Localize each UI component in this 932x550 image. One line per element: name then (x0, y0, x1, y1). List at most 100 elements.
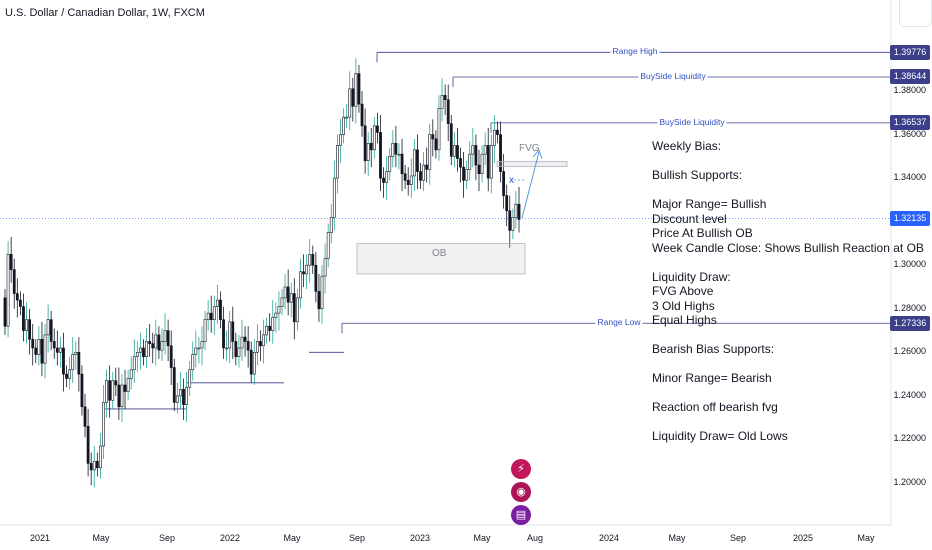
candle-body (391, 142, 395, 157)
candle-body (126, 378, 130, 392)
candle-body (336, 145, 339, 179)
candle-body (394, 142, 398, 155)
candle-body (9, 254, 13, 270)
y-tick-label: 1.24000 (893, 389, 926, 400)
candle-body (163, 330, 167, 342)
candle-body (369, 142, 373, 151)
candle-body (222, 319, 225, 349)
candle-body (283, 286, 287, 299)
level-text-buyside-1: BuySide Liquidity (638, 70, 708, 81)
candle-body (105, 380, 108, 403)
scroll-up-button[interactable] (899, 0, 932, 27)
candle-body (179, 389, 182, 397)
annotation-line (652, 415, 924, 430)
candle-body (111, 380, 115, 401)
candle-body (80, 373, 84, 408)
candle-body (308, 254, 312, 266)
calendar-icon[interactable]: ▤ (511, 505, 531, 525)
candle-body (409, 175, 413, 185)
candle-body (83, 406, 87, 427)
candle-body (419, 171, 422, 181)
lightning-icon[interactable]: ⚡ (511, 459, 531, 479)
candle-body (299, 271, 302, 299)
candle-body (219, 299, 222, 320)
candle-body (3, 297, 7, 327)
candle-body (52, 341, 56, 349)
candle-body (388, 156, 392, 172)
candle-body (425, 164, 429, 170)
candle-body (197, 347, 201, 350)
candle-body (185, 386, 188, 405)
candle-body (169, 345, 173, 368)
x-tick-label: Sep (348, 533, 366, 543)
annotation-line (652, 357, 924, 372)
candle-body (292, 293, 296, 323)
candle-body (412, 149, 416, 177)
candle-body (249, 349, 253, 375)
candle-body (502, 171, 506, 196)
candle-body (92, 460, 96, 471)
candle-body (406, 179, 410, 185)
bias-annotation: Weekly Bias: Bullish Supports: Major Ran… (652, 139, 924, 444)
candle-body (37, 338, 41, 355)
candle-body (271, 317, 275, 331)
candle-body (351, 88, 355, 107)
candle-body (43, 334, 47, 364)
candle-body (400, 153, 404, 175)
annotation-line: Discount level (652, 211, 727, 226)
y-tick-label: 1.34000 (893, 172, 926, 183)
annotation-line: Bearish Bias Supports: (652, 342, 775, 356)
candle-body (129, 369, 133, 379)
candle-body (511, 217, 515, 231)
candle-body (71, 354, 75, 371)
candle-body (372, 125, 376, 151)
candle-body (360, 103, 364, 127)
candle-body (428, 134, 432, 170)
candle-body (320, 275, 324, 310)
candle-body (59, 347, 62, 353)
annotation-line: Weekly Bias: (652, 139, 722, 153)
projection-arrow-head (532, 149, 543, 160)
candle-body (255, 341, 259, 353)
candle-body (323, 258, 327, 277)
candle-body (120, 384, 124, 408)
candle-body (354, 73, 358, 107)
ob-box (356, 243, 526, 275)
candle-body (225, 347, 229, 350)
candle-body (252, 352, 256, 375)
replay-icon[interactable]: ◉ (511, 482, 531, 502)
candle-body (345, 116, 349, 119)
candle-body (151, 343, 155, 349)
candle-body (25, 319, 28, 331)
annotation-line: Bullish Supports: (652, 168, 743, 182)
candle-body (339, 134, 342, 146)
candle-body (508, 210, 512, 231)
candle-body (6, 254, 10, 327)
candle-body (12, 269, 16, 294)
candle-body (499, 134, 502, 172)
candle-body (452, 145, 456, 157)
candle-body (462, 166, 465, 181)
candle-body (434, 138, 438, 151)
candle-body (431, 134, 435, 140)
candle-body (514, 203, 518, 218)
x-tick-label: 2025 (792, 533, 814, 543)
price-label-buyside-1: 1.38644 (890, 69, 930, 85)
candle-body (277, 306, 281, 314)
candle-body (422, 164, 425, 181)
candle-body (376, 125, 379, 133)
candle-body (295, 297, 299, 323)
candle-body (234, 341, 238, 357)
candle-body (492, 129, 496, 146)
candle-body (95, 460, 99, 469)
candle-body (440, 95, 444, 109)
candle-body (114, 380, 118, 386)
candle-body (15, 293, 19, 301)
candle-body (182, 389, 185, 405)
candle-body (385, 171, 389, 183)
candle-body (268, 325, 272, 331)
y-tick-label: 1.30000 (893, 259, 926, 270)
x-tick-label: May (283, 533, 301, 543)
candle-body (363, 125, 367, 161)
